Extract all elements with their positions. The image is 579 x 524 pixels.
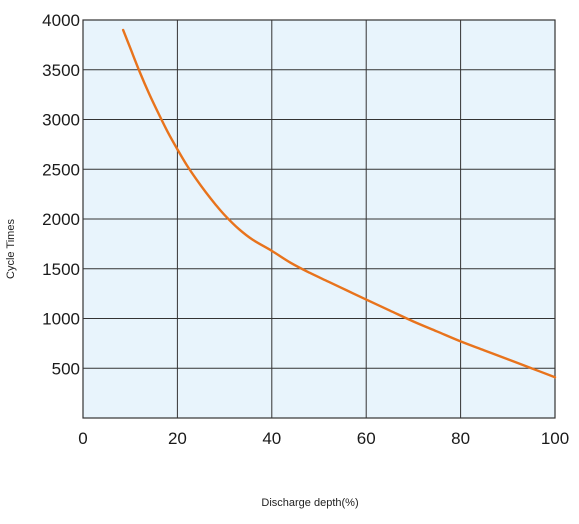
- y-tick-label: 2500: [42, 160, 80, 179]
- x-tick-label: 100: [541, 429, 569, 448]
- y-tick-label: 3000: [42, 111, 80, 130]
- y-axis-title: Cycle Times: [5, 219, 17, 279]
- x-tick-label: 40: [262, 429, 281, 448]
- y-axis-tick-labels: 500 1000 1500 2000 2500 3000 3500 4000: [42, 11, 80, 378]
- x-tick-label: 60: [357, 429, 376, 448]
- y-tick-label: 500: [52, 359, 80, 378]
- gridlines: [82, 19, 556, 418]
- x-tick-label: 0: [78, 429, 87, 448]
- y-tick-label: 1000: [42, 310, 80, 329]
- series-line: [121, 28, 557, 379]
- y-tick-label: 1500: [42, 260, 80, 279]
- x-axis-tick-labels: 0 20 40 60 80 100: [78, 429, 569, 448]
- series-group: [121, 28, 557, 379]
- x-axis-title: Discharge depth(%): [261, 497, 358, 509]
- x-tick-label: 20: [168, 429, 187, 448]
- y-tick-label: 3500: [42, 61, 80, 80]
- x-tick-label: 80: [451, 429, 470, 448]
- y-tick-label: 4000: [42, 11, 80, 30]
- y-tick-label: 2000: [42, 210, 80, 229]
